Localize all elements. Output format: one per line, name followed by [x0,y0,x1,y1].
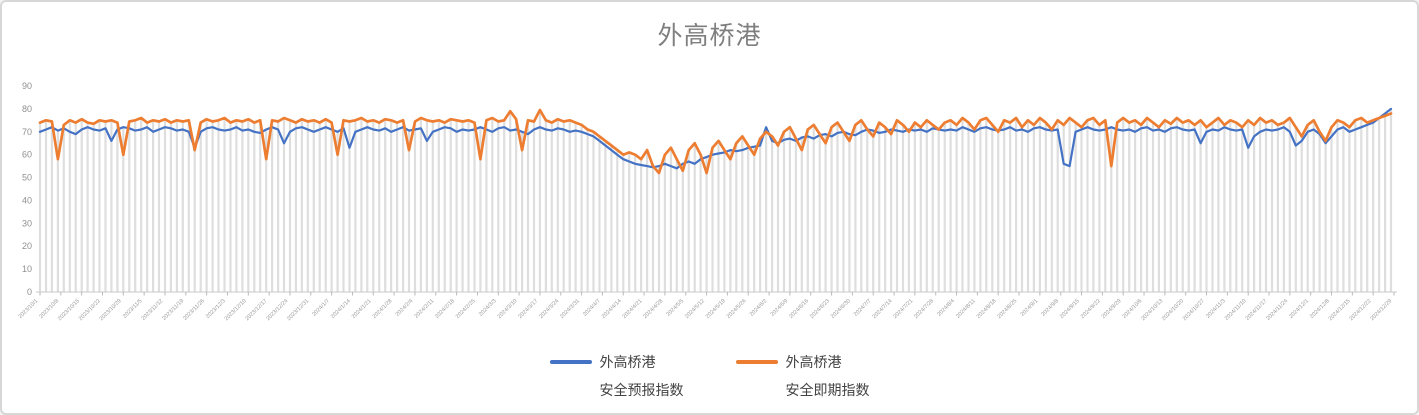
x-tick-label: 2024/12/1 [1288,298,1310,320]
x-tick-label: 2024/11/24 [1265,298,1289,322]
x-tick-label: 2024/6/9 [770,298,790,318]
y-tick-label: 20 [22,241,32,251]
x-tick-label: 2024/10/27 [1182,298,1206,322]
x-tick-label: 2023/11/26 [182,298,206,322]
y-tick-label: 0 [27,287,32,297]
x-tick-label: 2024/9/29 [1101,298,1123,320]
legend: 外高桥港 安全预报指数 外高桥港 安全即期指数 [2,348,1417,404]
x-tick-label: 2024/9/1 [1020,298,1040,318]
x-tick-label: 2024/2/18 [434,298,456,320]
legend-label-spot-index: 安全即期指数 [785,382,870,398]
x-tick-label: 2023/12/31 [286,298,310,322]
x-tick-label: 2024/1/14 [330,298,352,320]
x-tick-label: 2024/8/11 [955,298,977,320]
x-tick-label: 2024/8/18 [976,298,998,320]
legend-label-port: 外高桥港 [599,354,656,370]
x-tick-label: 2024/9/15 [1059,298,1081,320]
x-tick-label: 2024/7/28 [913,298,935,320]
x-tick-label: 2024/9/22 [1080,298,1102,320]
x-tick-label: 2024/3/17 [517,298,539,320]
x-tick-label: 2024/6/30 [830,298,852,320]
x-tick-label: 2024/3/10 [497,298,519,320]
y-tick-label: 60 [22,150,32,160]
x-tick-label: 2024/5/12 [684,298,706,320]
x-tick-label: 2023/10/1 [18,298,40,320]
x-tick-label: 2024/3/31 [559,298,581,320]
x-tick-label: 2024/7/7 [853,298,873,318]
x-tick-label: 2024/4/14 [601,298,623,320]
x-tick-label: 2024/4/21 [622,298,644,320]
x-tick-label: 2024/1/7 [311,298,331,318]
legend-label-forecast-index: 安全预报指数 [599,382,684,398]
x-tick-label: 2024/6/16 [788,298,810,320]
legend-line-swatch-blue [549,360,592,364]
y-tick-label: 90 [22,81,32,91]
x-tick-label: 2024/5/5 [666,298,686,318]
x-tick-label: 2024/7/21 [892,298,914,320]
x-tick-label: 2024/4/28 [642,298,664,320]
x-tick-label: 2024/2/11 [414,298,436,320]
x-tick-label: 2024/5/19 [705,298,727,320]
y-tick-label: 40 [22,195,32,205]
x-tick-label: 2024/7/14 [872,298,894,320]
x-tick-label: 2024/6/2 [749,298,769,318]
x-tick-label: 2024/9/8 [1040,298,1060,318]
y-tick-label: 50 [22,173,32,183]
x-tick-label: 2024/12/29 [1369,298,1393,322]
x-tick-label: 2024/8/25 [997,298,1019,320]
x-tick-label: 2024/3/3 [478,298,498,318]
x-tick-label: 2024/6/23 [809,298,831,320]
chart-title[interactable]: 外高桥港 [657,22,762,50]
x-tick-label: 2024/3/24 [538,298,560,320]
legend-item-spot-index[interactable]: 外高桥港 安全即期指数 [735,348,870,404]
y-tick-label: 30 [22,218,32,228]
x-tick-label: 2024/5/26 [726,298,748,320]
x-tick-label: 2024/8/4 [936,298,956,318]
x-tick-label: 2024/4/7 [582,298,602,318]
y-tick-label: 10 [22,264,32,274]
legend-label-port: 外高桥港 [785,354,842,370]
x-tick-label: 2024/1/21 [351,298,373,320]
x-tick-label: 2023/11/5 [122,298,144,320]
x-tick-label: 2023/10/29 [99,298,123,322]
y-tick-label: 70 [22,127,32,137]
series-line-safety-forecast-index [38,107,1393,170]
x-tick-label: 2024/2/25 [455,298,477,320]
series-line-safety-spot-index [38,108,1393,175]
x-tick-label: 2024/11/3 [1205,298,1227,320]
y-tick-label: 80 [22,104,32,114]
x-tick-label: 2024/2/4 [395,298,415,318]
legend-line-swatch-orange [735,360,778,364]
x-tick-label: 2024/1/28 [372,298,394,320]
legend-item-forecast-index[interactable]: 外高桥港 安全预报指数 [549,348,684,404]
